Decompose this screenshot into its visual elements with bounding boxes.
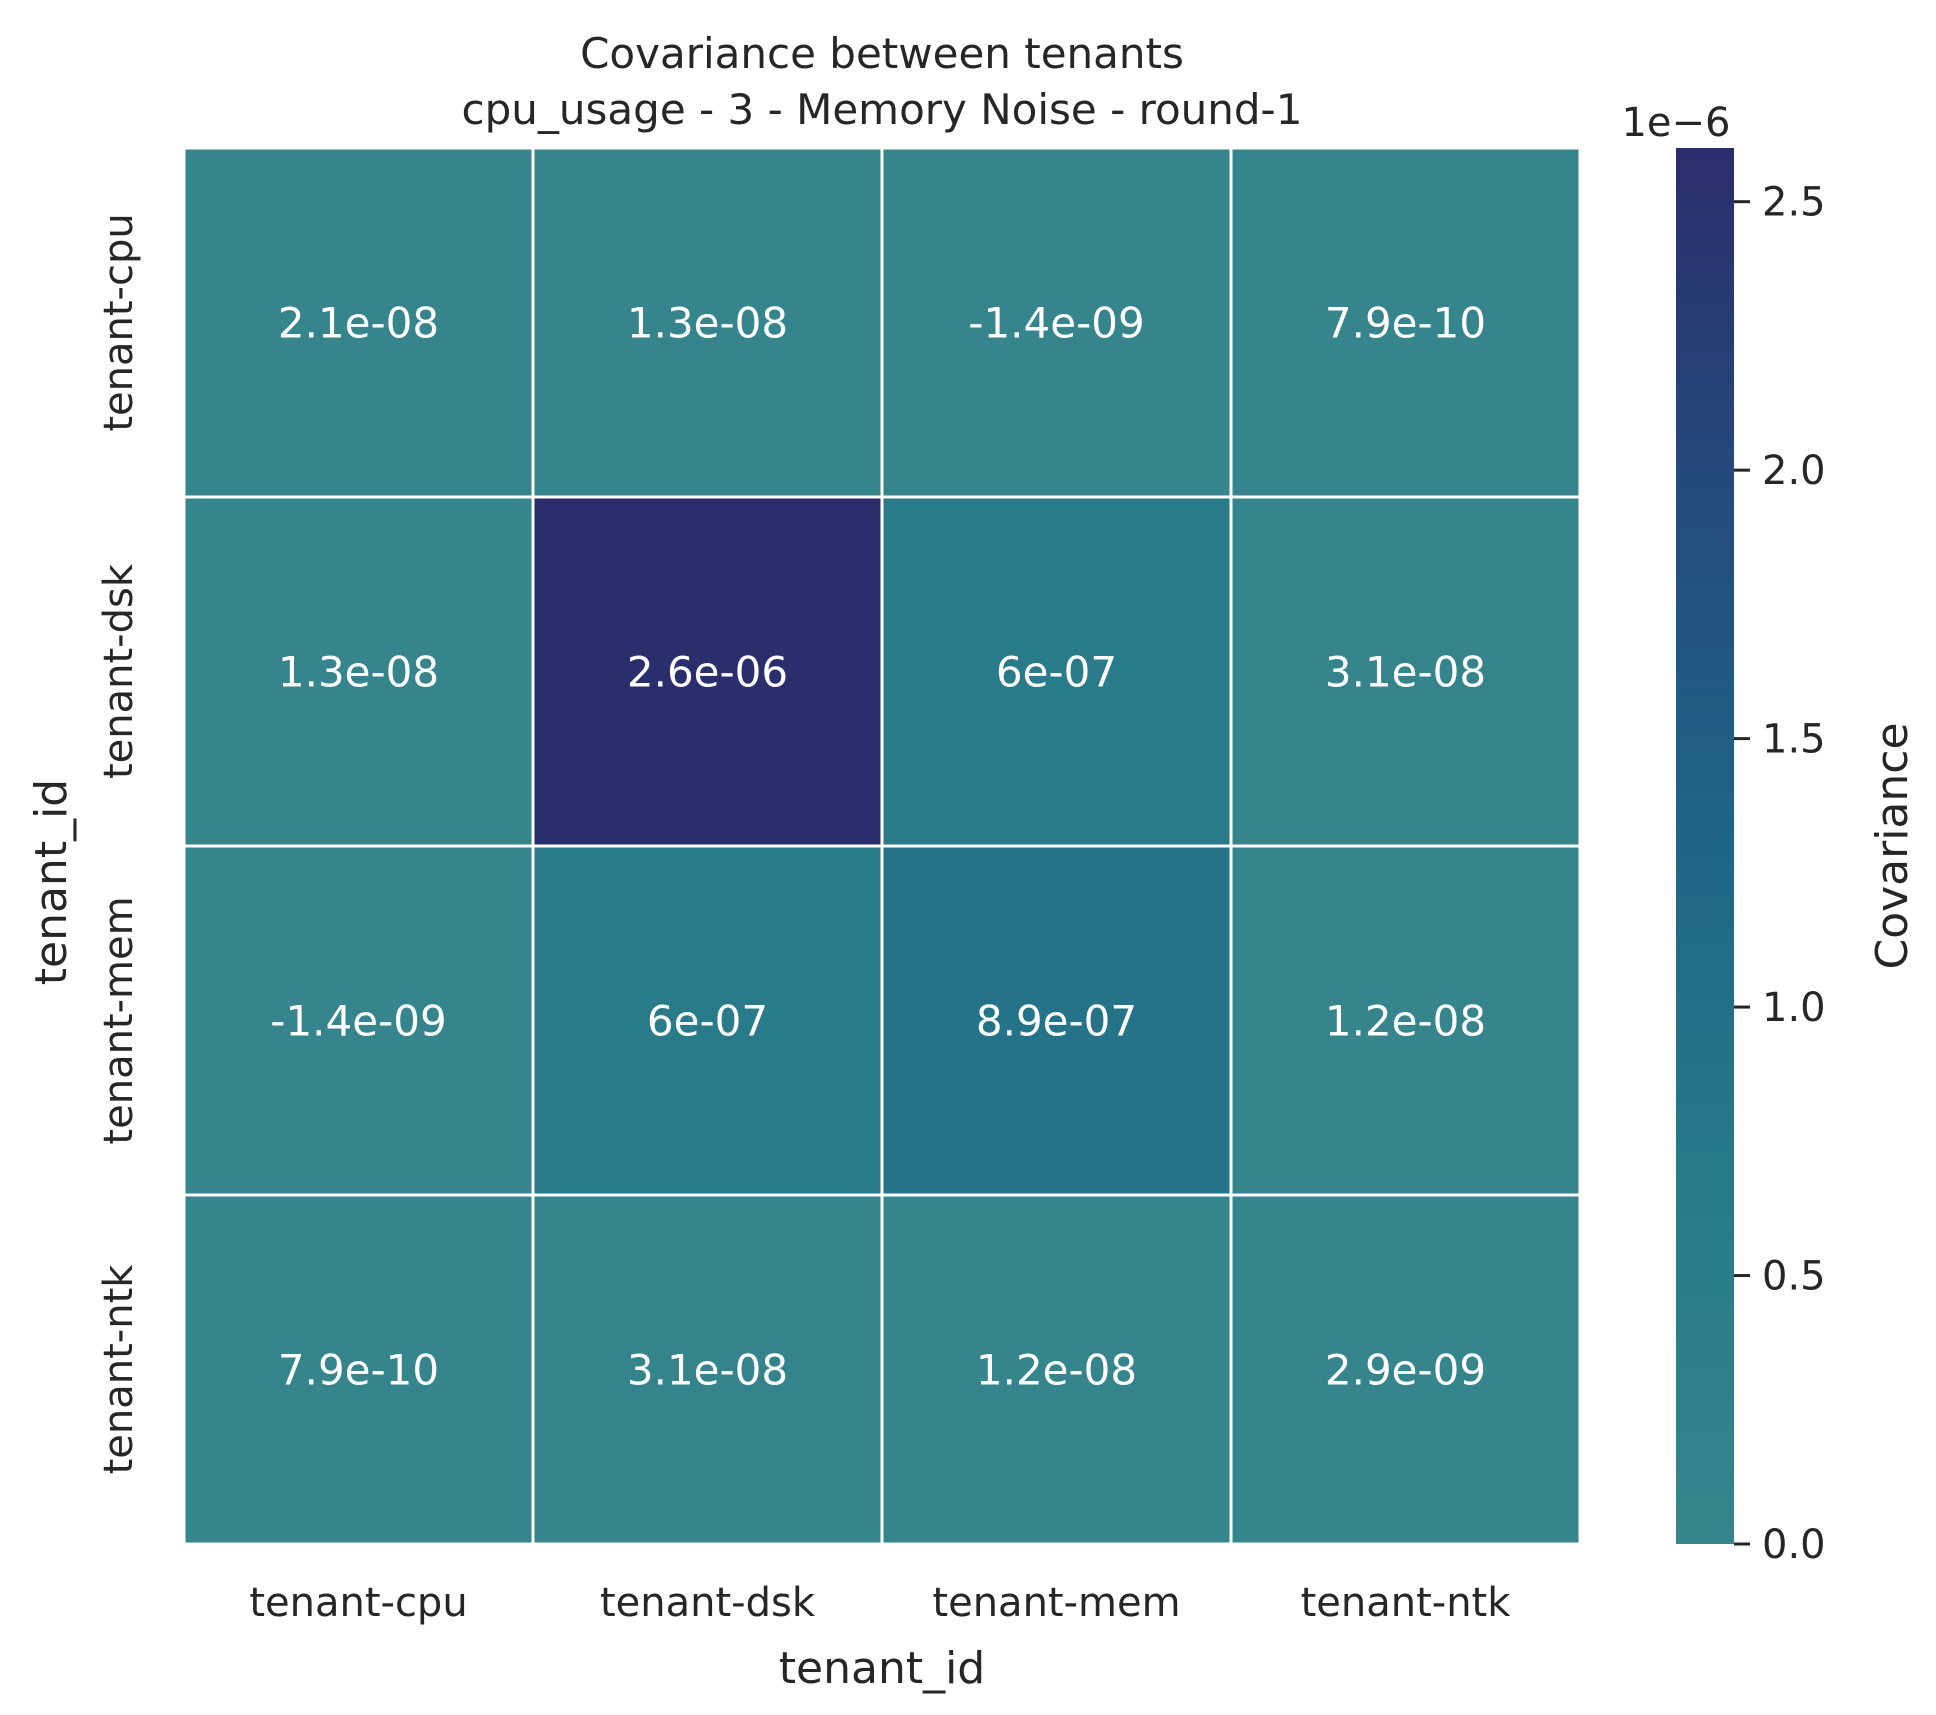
heatmap-cell: [880, 146, 1233, 499]
cell-value-label: -1.4e-09: [270, 997, 446, 1046]
cell-value-label: -1.4e-09: [968, 299, 1144, 348]
y-tick-label: tenant-dsk: [96, 563, 142, 779]
heatmap-cell: [531, 1193, 884, 1546]
cell-value-label: 7.9e-10: [278, 1346, 439, 1395]
cell-value-label: 6e-07: [647, 997, 768, 1046]
x-axis-label: tenant_id: [779, 1643, 985, 1694]
heatmap-cell: [182, 146, 535, 499]
colorbar-tick-label: 1.5: [1762, 717, 1826, 763]
x-tick-label: tenant-mem: [932, 1580, 1180, 1626]
heatmap-cell: [1229, 146, 1582, 499]
cell-value-label: 3.1e-08: [627, 1346, 788, 1395]
y-tick-label: tenant-mem: [96, 896, 142, 1144]
x-tick-label: tenant-cpu: [249, 1580, 467, 1626]
x-tick-label: tenant-ntk: [1301, 1580, 1512, 1626]
x-tick-label: tenant-dsk: [600, 1580, 816, 1626]
y-tick-label: tenant-cpu: [96, 213, 142, 431]
chart-title: Covariance between tenants: [580, 29, 1184, 78]
colorbar-label: Covariance: [1867, 722, 1918, 969]
cell-value-label: 1.2e-08: [1325, 997, 1486, 1046]
heatmap-cell: [182, 1193, 535, 1546]
y-tick-label: tenant-ntk: [96, 1264, 142, 1475]
heatmap-cells: 2.1e-08 1.3e-08 -1.4e-09 7.9e-10 1.3e-08 2.6e…: [182, 146, 1582, 1546]
heatmap-cell: [182, 495, 535, 848]
heatmap-cell: [1229, 1193, 1582, 1546]
colorbar-tick-label: 0.0: [1762, 1522, 1826, 1568]
colorbar-tick-label: 2.0: [1762, 448, 1826, 494]
heatmap-cell: [1229, 844, 1582, 1197]
heatmap-cell: [880, 1193, 1233, 1546]
colorbar-tick-label: 2.5: [1762, 180, 1826, 226]
colorbar: [1676, 148, 1734, 1544]
cell-value-label: 7.9e-10: [1325, 299, 1486, 348]
colorbar-offset-text: 1e−6: [1621, 100, 1730, 146]
y-axis-label: tenant_id: [26, 779, 77, 985]
colorbar-tick-label: 1.0: [1762, 985, 1826, 1031]
cell-value-label: 2.1e-08: [278, 299, 439, 348]
cell-value-label: 6e-07: [996, 648, 1117, 697]
heatmap-cell: [1229, 495, 1582, 848]
cell-value-label: 8.9e-07: [976, 997, 1137, 1046]
heatmap-cell: [531, 844, 884, 1197]
heatmap-cell: [531, 495, 884, 848]
cell-value-label: 2.6e-06: [627, 648, 788, 697]
x-axis-ticks: tenant-cpu tenant-dsk tenant-mem tenant-ntk: [249, 1580, 1511, 1626]
cell-value-label: 1.3e-08: [278, 648, 439, 697]
cell-value-label: 2.9e-09: [1325, 1346, 1486, 1395]
y-axis-ticks: tenant-cpu tenant-dsk tenant-mem tenant-ntk: [96, 213, 142, 1474]
heatmap-cell: [531, 146, 884, 499]
cell-value-label: 1.3e-08: [627, 299, 788, 348]
colorbar-ticks: 0.0 0.5 1.0 1.5 2.0 2.5: [1734, 180, 1826, 1568]
cell-value-label: 3.1e-08: [1325, 648, 1486, 697]
chart-subtitle: cpu_usage - 3 - Memory Noise - round-1: [462, 85, 1303, 134]
colorbar-tick-label: 0.5: [1762, 1254, 1826, 1300]
cell-value-label: 1.2e-08: [976, 1346, 1137, 1395]
